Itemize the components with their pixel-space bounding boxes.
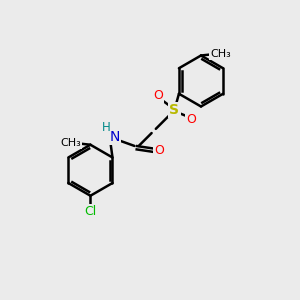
Text: N: N bbox=[109, 130, 120, 144]
Text: O: O bbox=[154, 144, 164, 157]
Text: S: S bbox=[169, 103, 179, 117]
Text: CH₃: CH₃ bbox=[60, 138, 81, 148]
Text: O: O bbox=[186, 113, 196, 126]
Text: O: O bbox=[153, 89, 163, 102]
Text: Cl: Cl bbox=[84, 205, 97, 218]
Text: H: H bbox=[102, 121, 110, 134]
Text: CH₃: CH₃ bbox=[210, 49, 231, 59]
